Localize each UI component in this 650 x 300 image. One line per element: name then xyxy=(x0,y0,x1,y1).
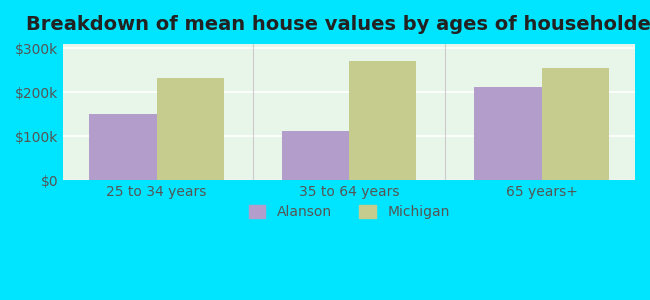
Bar xyxy=(541,68,609,180)
Bar xyxy=(89,114,157,180)
Bar xyxy=(474,86,541,180)
Bar xyxy=(281,131,349,180)
Bar xyxy=(349,61,417,180)
Legend: Alanson, Michigan: Alanson, Michigan xyxy=(243,200,455,225)
Bar xyxy=(157,78,224,180)
Title: Breakdown of mean house values by ages of householders: Breakdown of mean house values by ages o… xyxy=(26,15,650,34)
